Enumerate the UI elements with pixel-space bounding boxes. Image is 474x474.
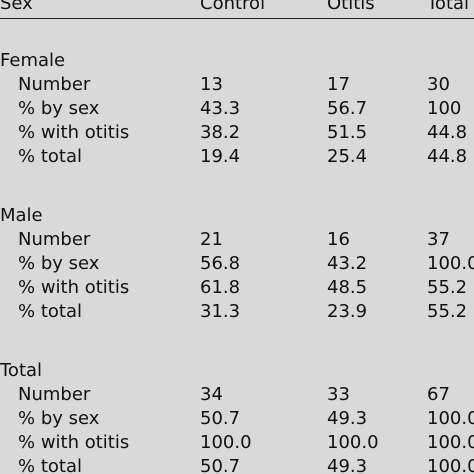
row-label: % by sex [18,98,100,119]
cell-control: 34 [200,384,223,405]
section-title-female: Female [0,50,66,71]
cell-control: 56.8 [200,253,241,274]
cell-otitis: 49.3 [327,408,368,429]
header-sex: Sex [0,0,33,14]
cell-control: 50.7 [200,408,241,429]
row-label: % total [18,456,82,474]
cell-total: 100.0 [427,432,474,453]
header-total: Total [427,0,470,14]
cell-total: 55.2 [427,277,468,298]
row-label: % by sex [18,253,100,274]
cell-total: 55.2 [427,301,468,322]
cell-otitis: 25.4 [327,146,368,167]
cell-control: 50.7 [200,456,241,474]
cell-total: 100.0 [427,456,474,474]
row-label: Number [18,229,91,250]
cell-total: 100 [427,98,462,119]
cell-otitis: 43.2 [327,253,368,274]
row-label: % total [18,146,82,167]
cell-otitis: 23.9 [327,301,368,322]
cell-total: 30 [427,74,450,95]
cell-otitis: 17 [327,74,350,95]
cell-control: 100.0 [200,432,252,453]
cell-control: 61.8 [200,277,241,298]
cell-otitis: 48.5 [327,277,368,298]
row-label: % with otitis [18,277,130,298]
cell-control: 21 [200,229,223,250]
cell-control: 43.3 [200,98,241,119]
header-otitis: Otitis [327,0,375,14]
cell-total: 37 [427,229,450,250]
cell-total: 100.0 [427,408,474,429]
cell-otitis: 56.7 [327,98,368,119]
cell-otitis: 16 [327,229,350,250]
row-label: Number [18,384,91,405]
cell-control: 19.4 [200,146,241,167]
cell-total: 100.0 [427,253,474,274]
cell-otitis: 49.3 [327,456,368,474]
row-label: % with otitis [18,432,130,453]
row-label: % by sex [18,408,100,429]
cell-otitis: 51.5 [327,122,368,143]
section-title-male: Male [0,205,43,226]
cell-otitis: 33 [327,384,350,405]
cell-total: 67 [427,384,450,405]
cell-control: 13 [200,74,223,95]
row-label: Number [18,74,91,95]
header-rule [0,18,474,19]
cell-total: 44.8 [427,122,468,143]
header-control: Control [200,0,266,14]
cell-control: 31.3 [200,301,241,322]
cell-otitis: 100.0 [327,432,379,453]
row-label: % with otitis [18,122,130,143]
row-label: % total [18,301,82,322]
cell-total: 44.8 [427,146,468,167]
cell-control: 38.2 [200,122,241,143]
section-title-total: Total [0,360,43,381]
